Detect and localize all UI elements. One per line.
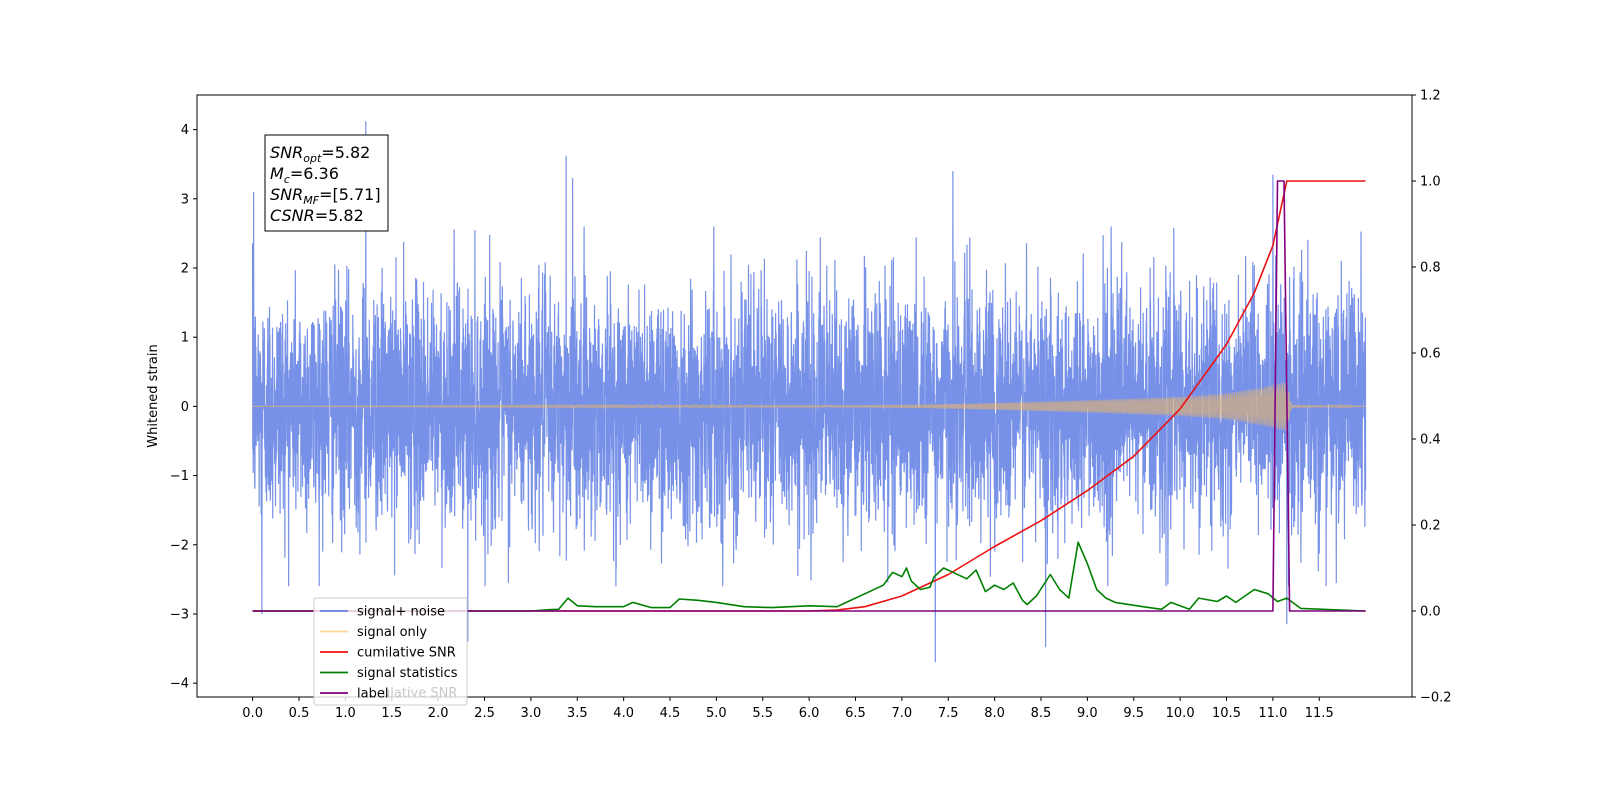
- y-right-tick-label: 0.6: [1420, 347, 1441, 362]
- annotation-subscript: c: [284, 173, 290, 186]
- x-tick-label: 3.0: [521, 706, 542, 721]
- x-tick-label: 0.5: [289, 706, 310, 721]
- legend-entry-label: signal statistics: [357, 666, 458, 681]
- x-tick-label: 8.0: [984, 706, 1005, 721]
- legend-entry-label: signal+ noise: [357, 605, 445, 620]
- x-tick-label: 5.0: [706, 706, 727, 721]
- x-tick-label: 6.5: [845, 706, 866, 721]
- series-layer: [252, 121, 1367, 663]
- y-left-tick-label: 3: [181, 192, 189, 207]
- series-signal-plus-noise: [252, 121, 1367, 663]
- x-tick-label: 1.0: [335, 706, 356, 721]
- y-left-tick-label: 0: [181, 400, 189, 415]
- x-tick-label: 6.0: [799, 706, 820, 721]
- y-right-tick-label: 0.4: [1420, 433, 1441, 448]
- series-label: [252, 180, 1366, 612]
- annotation-symbol: M: [270, 164, 284, 183]
- series-signal-statistics: [252, 541, 1366, 612]
- x-axis: 0.0 0.5 1.0 1.5 2.0 2.5 3.0 3.5 4.0 4.5 5.0 5.5 6.0 6…: [242, 697, 1334, 721]
- x-tick-label: 9.0: [1077, 706, 1098, 721]
- annotation-symbol: SNR: [270, 185, 303, 204]
- annotation-value: =5.82: [321, 143, 370, 162]
- y-right-tick-label: 0.0: [1420, 605, 1441, 620]
- x-tick-label: 2.5: [474, 706, 495, 721]
- annotation-subscript: opt: [303, 152, 322, 165]
- plot-frame: [196, 94, 1413, 698]
- y-axis-title-left: Whitened strain: [146, 344, 161, 447]
- annotation-line: SNRopt=5.82: [270, 143, 370, 165]
- x-tick-label: 7.5: [938, 706, 959, 721]
- x-tick-label: 10.5: [1212, 706, 1241, 721]
- x-tick-label: 3.5: [567, 706, 588, 721]
- x-tick-label: 5.5: [752, 706, 773, 721]
- x-tick-label: 1.5: [381, 706, 402, 721]
- y-axis-left: −4 −3 −2 −1 0 1 2 3 4: [170, 123, 197, 692]
- annotation-symbol: SNR: [270, 143, 303, 162]
- annotation-line: CSNR=5.82: [270, 206, 364, 225]
- x-tick-label: 11.5: [1305, 706, 1334, 721]
- y-left-tick-label: −2: [170, 538, 189, 553]
- y-axis-right: −0.2 0.0 0.2 0.4 0.6 0.8 1.0 1.2: [1412, 89, 1452, 706]
- legend-entry-label: signal only: [357, 625, 427, 640]
- legend-entry-label: label: [357, 687, 388, 702]
- annotation-value: =5.82: [315, 206, 364, 225]
- x-tick-label: 8.5: [1031, 706, 1052, 721]
- x-tick-label: 11.0: [1258, 706, 1287, 721]
- x-tick-label: 10.0: [1166, 706, 1195, 721]
- y-right-tick-label: 1.0: [1420, 175, 1441, 190]
- legend-overlap-text: ulative SNR: [382, 686, 457, 701]
- x-tick-label: 7.0: [892, 706, 913, 721]
- y-left-tick-label: −4: [170, 677, 189, 692]
- x-tick-label: 2.0: [428, 706, 449, 721]
- series-signal-only: [252, 381, 1366, 431]
- annotation-line: Mc=6.36: [270, 164, 339, 186]
- annotation-value: =[5.71]: [319, 185, 381, 204]
- x-tick-label: 4.0: [613, 706, 634, 721]
- x-tick-label: 9.5: [1123, 706, 1144, 721]
- legend-box: [313, 597, 468, 706]
- y-left-tick-label: 2: [181, 261, 189, 276]
- y-left-tick-label: −1: [170, 469, 189, 484]
- annotation-subscript: MF: [303, 194, 319, 207]
- y-left-tick-label: −3: [170, 607, 189, 622]
- annotation-value: =6.36: [290, 164, 339, 183]
- legend: ulative SNR signal+ noise signal only cumil…: [313, 597, 468, 706]
- annotation-box: [264, 134, 389, 232]
- y-right-tick-label: 0.8: [1420, 261, 1441, 276]
- x-tick-label: 4.5: [660, 706, 681, 721]
- y-left-tick-label: 1: [181, 331, 189, 346]
- y-right-tick-label: 1.2: [1420, 89, 1441, 104]
- y-right-tick-label: 0.2: [1420, 519, 1441, 534]
- annotation-line: SNRMF=[5.71]: [270, 185, 381, 207]
- legend-entry-label: cumilative SNR: [357, 646, 456, 661]
- annotation-symbol: CSNR: [270, 206, 315, 225]
- y-right-tick-label: −0.2: [1420, 691, 1452, 706]
- y-left-tick-label: 4: [181, 123, 189, 138]
- x-tick-label: 0.0: [242, 706, 263, 721]
